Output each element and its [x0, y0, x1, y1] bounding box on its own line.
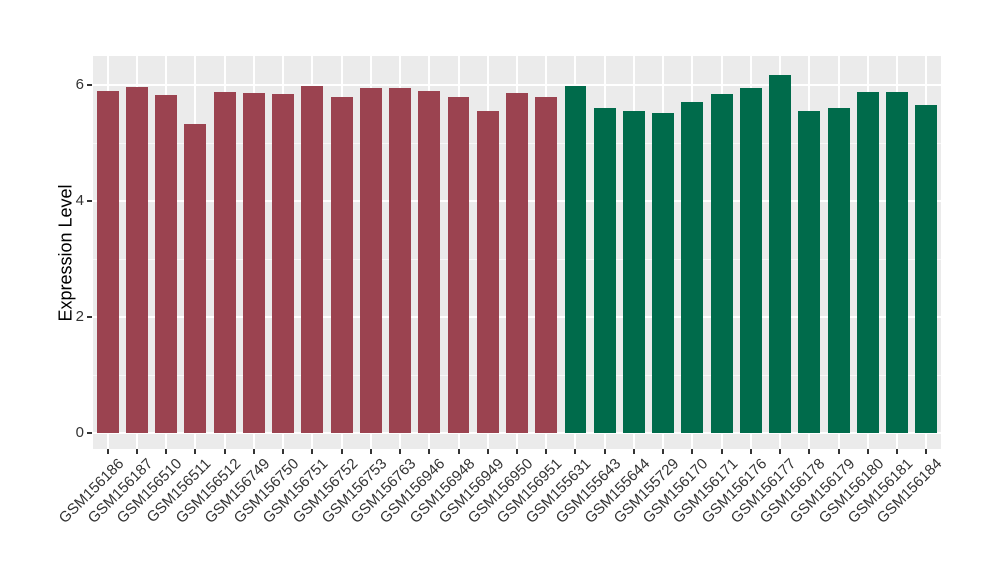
bar — [827, 108, 850, 433]
y-tick-mark — [87, 200, 92, 202]
x-tick-mark — [866, 449, 869, 454]
x-tick-mark — [106, 449, 109, 454]
bar — [856, 91, 879, 433]
bar — [710, 93, 733, 433]
bar — [96, 90, 119, 433]
x-tick-mark — [574, 449, 577, 454]
bar — [272, 93, 295, 433]
bar — [798, 110, 821, 433]
x-tick-mark — [808, 449, 811, 454]
x-tick-mark — [311, 449, 314, 454]
y-tick-label: 6 — [75, 76, 84, 93]
x-tick-mark — [516, 449, 518, 454]
x-tick-mark — [486, 449, 489, 454]
x-tick-mark — [720, 449, 723, 454]
x-tick-mark — [749, 449, 752, 454]
y-tick-label: 2 — [75, 308, 84, 325]
x-tick-mark — [457, 449, 460, 454]
bar — [915, 104, 938, 433]
y-tick-label: 0 — [75, 424, 84, 441]
bar — [330, 96, 353, 433]
x-tick-mark — [779, 449, 782, 454]
bar — [125, 86, 148, 433]
bar — [213, 91, 236, 433]
x-tick-mark — [165, 449, 168, 454]
bar — [506, 92, 528, 433]
bar — [447, 96, 470, 433]
bar — [564, 86, 587, 433]
x-tick-mark — [223, 449, 226, 454]
x-tick-mark — [603, 449, 606, 454]
x-tick-mark — [340, 449, 343, 454]
x-tick-mark — [282, 449, 285, 454]
bar — [769, 75, 792, 433]
x-tick-mark — [545, 449, 548, 454]
bar — [623, 110, 645, 433]
bar — [886, 91, 909, 433]
x-tick-mark — [925, 449, 928, 454]
y-tick-mark — [87, 84, 92, 86]
x-tick-mark — [632, 449, 635, 454]
x-tick-mark — [662, 449, 665, 454]
x-tick-mark — [252, 449, 255, 454]
bar — [593, 107, 616, 433]
bar — [476, 111, 499, 433]
y-tick-label: 4 — [75, 192, 84, 209]
bar — [681, 101, 704, 433]
x-tick-mark — [691, 449, 694, 454]
x-tick-mark — [135, 449, 138, 454]
y-tick-mark — [87, 316, 92, 318]
x-tick-mark — [194, 449, 197, 454]
bar — [301, 86, 324, 433]
x-tick-mark — [837, 449, 840, 454]
plot-panel — [93, 56, 941, 449]
x-tick-mark — [428, 449, 431, 454]
bar — [739, 87, 762, 433]
bar — [242, 93, 265, 433]
bar — [389, 88, 411, 433]
y-tick-mark — [87, 432, 92, 434]
x-tick-mark — [399, 449, 402, 454]
bar — [184, 123, 207, 433]
bar — [418, 90, 441, 433]
bar — [359, 88, 382, 433]
bar — [535, 96, 558, 433]
x-tick-mark — [369, 449, 372, 454]
bar — [155, 94, 178, 433]
bar — [652, 112, 675, 433]
x-tick-mark — [896, 449, 899, 454]
